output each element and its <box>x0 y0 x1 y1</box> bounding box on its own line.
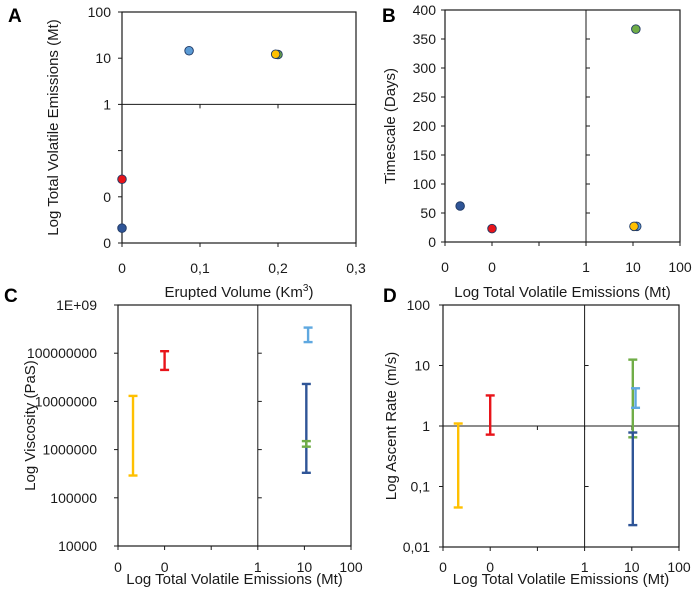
error-bar-red <box>485 394 495 436</box>
y-tick-label: 350 <box>413 31 437 47</box>
x-tick-label: 100 <box>339 559 363 575</box>
chart-d: D 0 0 1 10 100 0,01 0,1 1 10 100 Log Ascent Rate (m… <box>383 286 691 588</box>
x-tick-label: 0 <box>118 260 126 276</box>
y-tick-label: 0,1 <box>411 479 431 495</box>
y-tick-label: 300 <box>413 60 437 76</box>
y-tick-label: 0 <box>103 189 111 205</box>
x-axis-label-main: Erupted Volume (Km <box>165 284 303 301</box>
data-point-dark-blue <box>117 223 127 233</box>
x-tick-label: 0,3 <box>346 260 366 276</box>
x-axis-label: Log Total Volatile Emissions (Mt) <box>454 284 670 301</box>
error-bar-red <box>160 350 170 372</box>
y-tick-label: 1000000 <box>42 442 97 458</box>
data-point-red <box>117 174 127 184</box>
y-tick-label: 1 <box>103 96 111 112</box>
y-tick-label: 250 <box>413 89 437 105</box>
y-tick-label: 100 <box>413 176 437 192</box>
chart-c: C 0 0 1 10 100 10000 100000 1000000 10000000 10000… <box>4 286 363 588</box>
x-tick-label: 0 <box>486 559 494 575</box>
x-tick-label: 0 <box>114 559 122 575</box>
x-axis-label: Log Total Volatile Emissions (Mt) <box>126 571 342 588</box>
y-tick-label: 0 <box>103 235 111 251</box>
y-tick-label: 200 <box>413 118 437 134</box>
y-tick-label: 100 <box>407 297 431 313</box>
data-point-green <box>631 24 641 34</box>
error-bar-sky-blue <box>631 387 641 409</box>
x-axis-label: Log Total Volatile Emissions (Mt) <box>453 571 669 588</box>
panel-letter: B <box>382 6 396 27</box>
x-tick-label: 10 <box>624 559 640 575</box>
y-tick-label: 50 <box>420 205 436 221</box>
plot-frame <box>444 9 681 243</box>
plot-frame <box>117 304 352 547</box>
x-tick-label: 0 <box>441 259 449 275</box>
chart-b: B0 0 1 10 100050100150200250300350400Timesca… <box>382 2 692 301</box>
y-axis-label: Log Viscosity (PaS) <box>22 360 39 491</box>
panel-letter: C <box>4 286 18 307</box>
x-tick-label: 1 <box>582 259 590 275</box>
x-tick-label: 0 <box>488 259 496 275</box>
x-tick-label: 10 <box>625 259 641 275</box>
x-tick-label: 0 <box>439 559 447 575</box>
x-tick-label: 10 <box>297 559 313 575</box>
y-tick-label: 150 <box>413 147 437 163</box>
x-tick-label: 0,2 <box>268 260 288 276</box>
x-axis-label-sup: 3 <box>303 283 309 294</box>
y-axis-label: Timescale (Days) <box>382 68 399 184</box>
error-bar-yellow <box>453 422 463 509</box>
y-tick-label: 1 <box>422 418 430 434</box>
x-axis-label-close: ) <box>308 284 313 301</box>
data-point-light-blue <box>184 45 194 56</box>
panel-letter: D <box>383 286 397 307</box>
x-tick-label: 1 <box>581 559 589 575</box>
y-tick-label: 10 <box>95 50 111 66</box>
x-tick-label: 0,1 <box>190 260 210 276</box>
y-axis-label: Log Total Volatile Emissions (Mt) <box>45 19 62 235</box>
data-point-yellow <box>629 221 639 232</box>
plot-frame <box>121 11 357 244</box>
x-tick-label: 1 <box>254 559 262 575</box>
error-bar-dark-blue <box>301 382 311 475</box>
y-tick-label: 0,01 <box>403 539 430 555</box>
y-tick-label: 10000000 <box>35 393 98 409</box>
y-tick-label: 10 <box>414 358 430 374</box>
error-bar-sky-blue <box>303 326 313 344</box>
y-tick-label: 100 <box>88 4 112 20</box>
y-tick-label: 100000 <box>50 490 97 506</box>
error-bar-dark-blue <box>628 431 638 527</box>
y-tick-label: 10000 <box>58 538 97 554</box>
y-tick-label: 1E+09 <box>56 297 97 313</box>
x-tick-label: 0 <box>161 559 169 575</box>
data-point-red <box>487 223 497 234</box>
x-tick-label: 100 <box>667 559 691 575</box>
panel-letter: A <box>8 6 22 27</box>
data-point-dark-blue <box>455 201 465 211</box>
error-bar-yellow <box>128 394 138 477</box>
data-point-yellow <box>270 49 281 59</box>
y-tick-label: 0 <box>428 234 436 250</box>
error-bar-green <box>301 439 311 448</box>
x-axis-label: Erupted Volume (Km3) <box>165 283 314 301</box>
y-tick-label: 400 <box>413 2 437 18</box>
y-axis-label: Log Ascent Rate (m/s) <box>383 352 400 500</box>
x-tick-label: 100 <box>668 259 692 275</box>
y-tick-label: 100000000 <box>27 345 97 361</box>
